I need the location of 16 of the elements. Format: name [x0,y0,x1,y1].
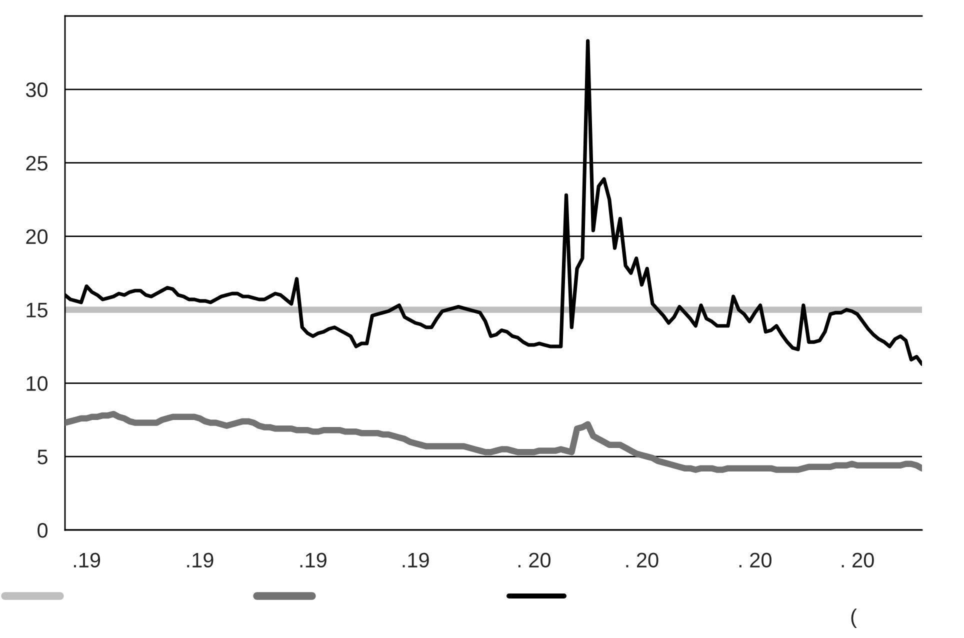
y-tick-label: 5 [38,450,48,464]
x-tick-label: .19 [187,552,214,568]
x-tick-label: .19 [300,552,326,568]
y-tick-label: 0 [38,523,48,538]
y-tick-label: 30 [26,82,48,98]
x-tick-label: .19 [74,552,100,568]
y-tick-label: 10 [26,376,48,391]
x-tick-label: . 20 [739,552,772,568]
x-tick-label: . 20 [518,552,550,568]
text: ( [851,608,857,628]
y-tick-label: 25 [26,156,48,171]
y-tick-label: 15 [26,302,48,318]
x-tick-label: .19 [402,552,429,568]
x-tick-label: . 20 [842,552,874,568]
x-tick-label: . 20 [626,552,658,568]
y-tick-label: 20 [26,229,48,244]
